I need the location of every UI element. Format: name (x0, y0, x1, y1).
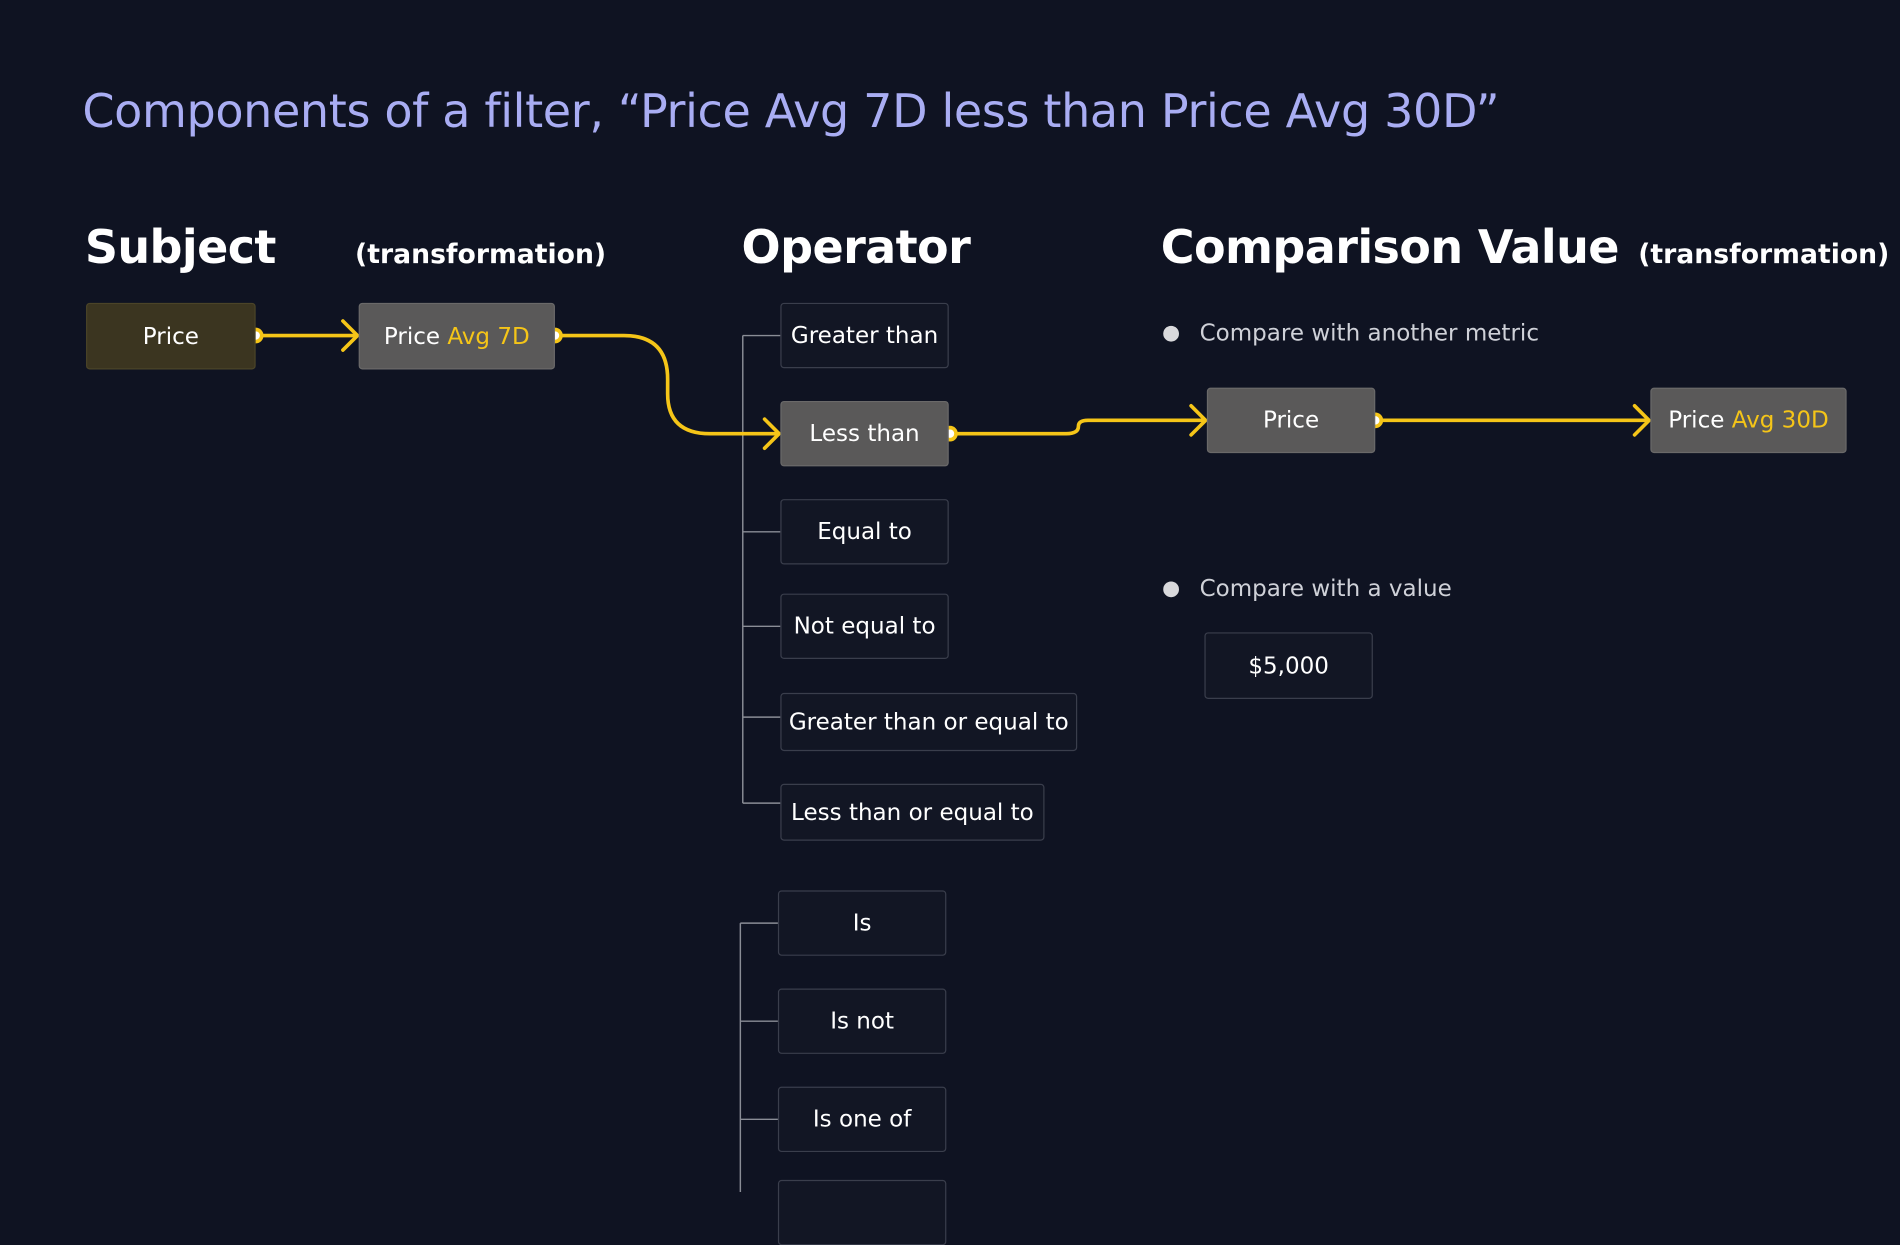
connector-lines (247, 319, 1651, 1193)
operator-label: Is not (830, 1007, 895, 1035)
option-compare-value-label: Compare with a value (1199, 575, 1452, 603)
diagram-canvas: Components of a filter, “Price Avg 7D le… (82, 84, 1890, 1245)
subject-price-label: Price (142, 322, 199, 350)
operator-greater-than-or-equal-to[interactable]: Greater than or equal to (780, 692, 1078, 752)
wire-avg7d-to-lessthan (553, 333, 780, 436)
operator-tree-lines (739, 334, 781, 1193)
comparison-value-input[interactable]: $5,000 (1204, 632, 1373, 699)
operator-label: Less than (809, 420, 920, 448)
comparison-value-heading: Comparison Value (1160, 220, 1620, 274)
bullet-icon (1163, 580, 1179, 597)
flow-wires (253, 319, 1651, 451)
operator-greater-than[interactable]: Greater than (780, 302, 949, 369)
operator-label: Is one of (812, 1106, 912, 1133)
comparison-transformed-accent: Avg 30D (1731, 407, 1829, 434)
operator-label: Less than or equal to (791, 798, 1034, 826)
option-compare-metric[interactable]: Compare with another metric (1163, 319, 1539, 347)
operator-equal-to[interactable]: Equal to (780, 499, 949, 565)
subject-price-node[interactable]: Price (86, 302, 256, 370)
subject-transformed-node[interactable]: Price Avg 7D (358, 302, 555, 370)
operator-label: Is (852, 909, 872, 937)
operator-label: Greater than or equal to (788, 708, 1069, 736)
subject-transformed-metric: Price (383, 322, 441, 350)
wire-lessthan-to-price (948, 418, 1207, 436)
operator-label: Equal to (817, 518, 912, 546)
operator-partial-node[interactable] (777, 1179, 947, 1245)
operator-less-than-or-equal-to[interactable]: Less than or equal to (780, 783, 1045, 841)
bullet-icon (1163, 325, 1179, 342)
comparison-value-text: $5,000 (1248, 652, 1329, 679)
comparison-transformed-node[interactable]: Price Avg 30D (1650, 387, 1847, 454)
comparison-price-node[interactable]: Price (1206, 387, 1376, 454)
arrowhead-comparison-price (1189, 404, 1208, 437)
diagram-title: Components of a filter, “Price Avg 7D le… (82, 84, 1500, 139)
operator-is-not[interactable]: Is not (777, 988, 947, 1054)
operator-is[interactable]: Is (777, 890, 947, 956)
comparison-transformation-heading: (transformation) (1638, 239, 1890, 271)
operator-is-one-of[interactable]: Is one of (777, 1086, 947, 1153)
operator-not-equal-to[interactable]: Not equal to (780, 593, 949, 660)
arrowhead-lessthan (762, 417, 781, 451)
comparison-transformed-metric: Price (1668, 407, 1725, 434)
operator-less-than[interactable]: Less than (780, 400, 949, 467)
subject-heading: Subject (84, 220, 277, 274)
operator-heading: Operator (741, 220, 971, 274)
arrowhead-avg7d (341, 319, 360, 352)
option-compare-value[interactable]: Compare with a value (1163, 575, 1452, 602)
subject-transformed-accent: Avg 7D (447, 322, 530, 350)
comparison-price-label: Price (1262, 407, 1320, 434)
operator-label: Not equal to (793, 612, 936, 640)
arrowhead-avg30d (1632, 404, 1651, 437)
option-compare-metric-label: Compare with another metric (1199, 319, 1539, 347)
subject-transformation-heading: (transformation) (355, 239, 607, 271)
operator-label: Greater than (790, 322, 939, 349)
